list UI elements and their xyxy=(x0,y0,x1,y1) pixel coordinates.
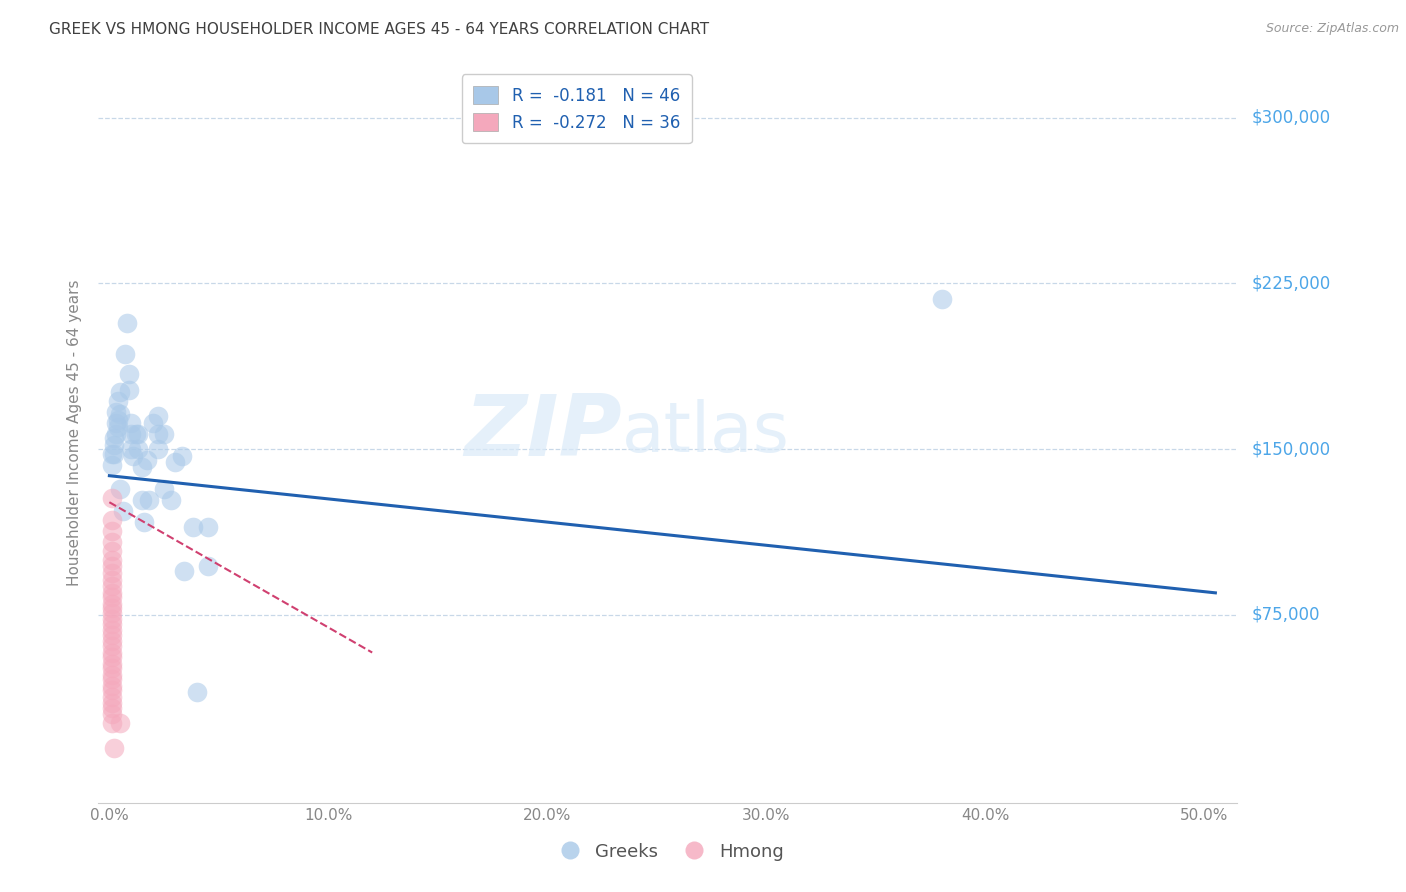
Point xyxy=(100,591,122,605)
Point xyxy=(100,649,122,664)
Text: $75,000: $75,000 xyxy=(1251,606,1320,624)
Point xyxy=(100,700,122,714)
Point xyxy=(146,409,169,423)
Point xyxy=(100,716,122,731)
Point xyxy=(146,442,169,457)
Point xyxy=(181,519,204,533)
Point xyxy=(100,683,122,698)
Point xyxy=(931,292,953,306)
Point xyxy=(100,559,122,574)
Point xyxy=(115,316,138,330)
Point xyxy=(100,566,122,580)
Point xyxy=(100,624,122,638)
Text: $225,000: $225,000 xyxy=(1251,275,1330,293)
Text: GREEK VS HMONG HOUSEHOLDER INCOME AGES 45 - 64 YEARS CORRELATION CHART: GREEK VS HMONG HOUSEHOLDER INCOME AGES 4… xyxy=(49,22,710,37)
Point xyxy=(118,367,141,381)
Point xyxy=(100,634,122,648)
Point xyxy=(131,493,153,508)
Point xyxy=(100,513,122,527)
Point xyxy=(120,416,142,430)
Point xyxy=(134,515,156,529)
Point xyxy=(100,458,122,472)
Point xyxy=(118,383,141,397)
Point xyxy=(100,544,122,558)
Point xyxy=(100,707,122,722)
Point xyxy=(107,420,129,434)
Point xyxy=(111,504,134,518)
Point xyxy=(110,384,132,399)
Point xyxy=(138,493,160,508)
Text: atlas: atlas xyxy=(623,399,790,467)
Point xyxy=(103,447,125,461)
Text: $300,000: $300,000 xyxy=(1251,109,1330,127)
Point xyxy=(100,586,122,600)
Point xyxy=(100,579,122,593)
Point xyxy=(100,661,122,675)
Point xyxy=(135,453,157,467)
Point xyxy=(104,426,127,441)
Point xyxy=(100,672,122,686)
Point xyxy=(100,616,122,631)
Point xyxy=(100,535,122,549)
Point xyxy=(100,491,122,505)
Point xyxy=(120,426,142,441)
Point xyxy=(165,455,187,469)
Point xyxy=(197,519,219,533)
Point xyxy=(110,716,132,731)
Point xyxy=(124,426,146,441)
Text: ZIP: ZIP xyxy=(464,391,623,475)
Point xyxy=(197,559,219,574)
Point xyxy=(100,679,122,693)
Point xyxy=(142,416,165,430)
Point xyxy=(122,449,145,463)
Point xyxy=(153,482,176,496)
Point xyxy=(100,573,122,587)
Point xyxy=(104,404,127,418)
Point xyxy=(131,459,153,474)
Point xyxy=(146,426,169,441)
Point xyxy=(100,524,122,538)
Point xyxy=(100,646,122,660)
Point xyxy=(100,639,122,653)
Point xyxy=(127,426,149,441)
Point xyxy=(103,438,125,452)
Point xyxy=(107,413,129,427)
Point xyxy=(100,628,122,642)
Point xyxy=(100,612,122,626)
Point xyxy=(114,347,136,361)
Point xyxy=(100,601,122,615)
Point xyxy=(159,493,181,508)
Point xyxy=(110,407,132,421)
Point xyxy=(186,685,208,699)
Point xyxy=(170,449,193,463)
Point xyxy=(100,606,122,620)
Point xyxy=(103,740,125,755)
Point xyxy=(100,657,122,671)
Point xyxy=(100,690,122,704)
Point xyxy=(120,442,142,457)
Point xyxy=(173,564,195,578)
Point xyxy=(100,552,122,566)
Point xyxy=(110,482,132,496)
Legend: Greeks, Hmong: Greeks, Hmong xyxy=(544,836,792,868)
Point xyxy=(100,597,122,611)
Point xyxy=(104,416,127,430)
Y-axis label: Householder Income Ages 45 - 64 years: Householder Income Ages 45 - 64 years xyxy=(67,279,83,586)
Point xyxy=(100,697,122,711)
Point xyxy=(153,426,176,441)
Point xyxy=(127,442,149,457)
Point xyxy=(107,393,129,408)
Point xyxy=(100,667,122,681)
Point xyxy=(100,447,122,461)
Point xyxy=(103,431,125,445)
Text: $150,000: $150,000 xyxy=(1251,440,1330,458)
Text: Source: ZipAtlas.com: Source: ZipAtlas.com xyxy=(1265,22,1399,36)
